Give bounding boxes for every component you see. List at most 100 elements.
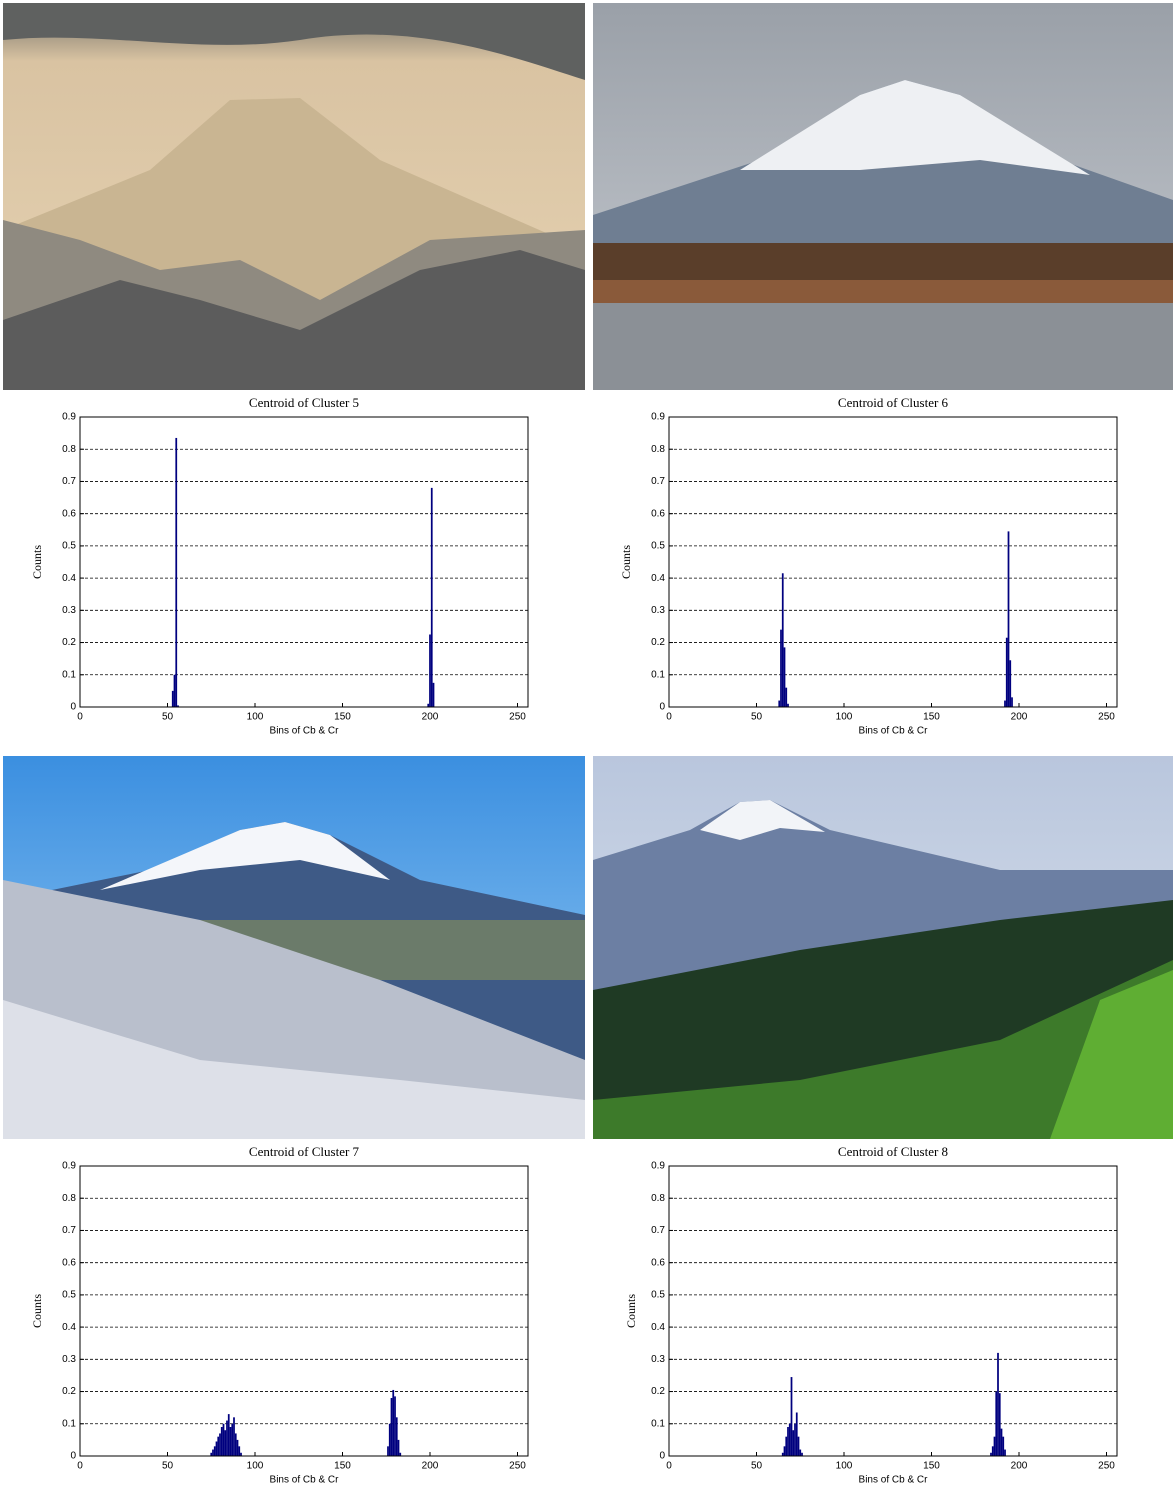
x-tick-label: 100 [836, 1461, 853, 1472]
x-tick-label: 150 [334, 1461, 351, 1472]
bar [431, 488, 433, 707]
y-tick-label: 0.9 [62, 412, 76, 423]
y-tick-label: 0.6 [651, 508, 665, 519]
y-tick-label: 0.2 [651, 1386, 665, 1397]
photo [593, 756, 1173, 1139]
x-tick-label: 250 [509, 1461, 526, 1472]
y-tick-label: 0.4 [651, 1322, 665, 1333]
x-tick-label: 100 [836, 712, 853, 723]
y-tick-label: 0.7 [651, 476, 665, 487]
y-tick-label: 0.2 [62, 1386, 76, 1397]
plot-area [80, 417, 528, 707]
x-tick-label: 50 [751, 1461, 763, 1472]
bar [787, 1427, 789, 1456]
bar [226, 1421, 228, 1456]
x-axis-label: Bins of Cb & Cr [859, 1475, 929, 1486]
bar [228, 1414, 230, 1456]
y-tick-label: 0.2 [651, 637, 665, 648]
y-tick-label: 0.9 [651, 1161, 665, 1172]
plot-area [80, 1166, 528, 1456]
chart-title: Centroid of Cluster 5 [249, 395, 359, 410]
x-tick-label: 50 [162, 1461, 174, 1472]
bar [1002, 1437, 1004, 1456]
bar [172, 691, 174, 707]
y-tick-label: 0.5 [651, 1290, 665, 1301]
bar [389, 1424, 391, 1456]
y-tick-label: 0.8 [62, 1193, 76, 1204]
plot-area [669, 1166, 1117, 1456]
bar [237, 1440, 239, 1456]
y-tick-label: 0.9 [62, 1161, 76, 1172]
x-tick-label: 50 [162, 712, 174, 723]
y-tick-label: 0.4 [651, 573, 665, 584]
bar [175, 438, 177, 707]
x-tick-label: 0 [77, 712, 83, 723]
bar [1004, 701, 1006, 707]
x-tick-label: 150 [923, 712, 940, 723]
chart-title: Centroid of Cluster 7 [249, 1144, 360, 1159]
bar [238, 1446, 240, 1456]
bar [997, 1353, 999, 1456]
y-tick-label: 0.8 [651, 444, 665, 455]
y-tick-label: 0.5 [651, 541, 665, 552]
bar [785, 688, 787, 707]
x-axis-label: Bins of Cb & Cr [270, 726, 340, 737]
y-tick-label: 0.2 [62, 637, 76, 648]
y-axis-label: Counts [30, 545, 44, 579]
x-axis-label: Bins of Cb & Cr [859, 726, 929, 737]
bar [392, 1390, 394, 1456]
x-tick-label: 50 [751, 712, 763, 723]
bar [789, 1424, 791, 1456]
bar [174, 675, 176, 707]
bar [1006, 638, 1008, 707]
y-tick-label: 0.1 [62, 1418, 76, 1429]
y-tick-label: 0 [659, 702, 665, 713]
x-tick-label: 200 [1011, 712, 1028, 723]
x-tick-label: 150 [334, 712, 351, 723]
y-tick-label: 0.3 [62, 1354, 76, 1365]
bar [992, 1446, 994, 1456]
bar [792, 1430, 794, 1456]
bar [429, 635, 431, 708]
y-tick-label: 0 [70, 1451, 76, 1462]
figure: 0 0.1 0.2 0.3 0.4 0.5 0.6 0.7 0.8 0.9 0 50 100 150 200… [0, 0, 1173, 1490]
bar [235, 1433, 237, 1456]
bar [995, 1392, 997, 1456]
bar [214, 1446, 216, 1456]
bar [778, 701, 780, 707]
bar [433, 683, 435, 707]
y-tick-label: 0 [659, 1451, 665, 1462]
x-tick-label: 200 [1011, 1461, 1028, 1472]
y-tick-label: 0.5 [62, 541, 76, 552]
y-tick-label: 0.7 [62, 1225, 76, 1236]
bar [398, 1440, 400, 1456]
y-axis-label: Counts [30, 1294, 44, 1328]
bar [396, 1417, 398, 1456]
bar [1008, 531, 1010, 707]
y-tick-label: 0.4 [62, 1322, 76, 1333]
bar [221, 1427, 223, 1456]
y-tick-label: 0.1 [651, 1418, 665, 1429]
bar [1009, 660, 1011, 707]
bar [1011, 697, 1013, 707]
y-tick-label: 0.1 [651, 669, 665, 680]
x-tick-label: 250 [1098, 1461, 1115, 1472]
bar [223, 1424, 225, 1456]
bar [794, 1424, 796, 1456]
bar [798, 1437, 800, 1456]
bar [780, 630, 782, 707]
y-tick-label: 0.6 [651, 1257, 665, 1268]
bar [216, 1442, 218, 1457]
y-axis-label: Counts [619, 545, 633, 579]
bar [791, 1377, 793, 1456]
chart-title: Centroid of Cluster 6 [838, 395, 949, 410]
x-tick-label: 100 [247, 1461, 264, 1472]
bar [784, 1446, 786, 1456]
page: {"chart_data": [ {"type": "bar", "title"… [0, 0, 1173, 1490]
x-axis-label: Bins of Cb & Cr [270, 1475, 340, 1486]
x-tick-label: 0 [77, 1461, 83, 1472]
bar [219, 1433, 221, 1456]
y-tick-label: 0.3 [651, 1354, 665, 1365]
photo [593, 3, 1173, 390]
photo [3, 756, 585, 1139]
